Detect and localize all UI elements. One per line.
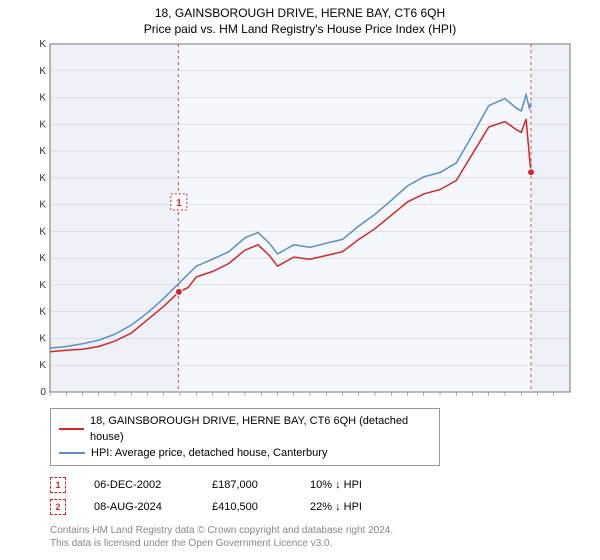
svg-text:£500K: £500K: [40, 119, 46, 130]
chart-area: £0 £50K £100K £150K £200K £250K £300K £350K £400…: [40, 40, 600, 400]
legend-row-property: 18, GAINSBOROUGH DRIVE, HERNE BAY, CT6 6…: [59, 413, 431, 445]
footer-line2: This data is licensed under the Open Gov…: [50, 537, 600, 550]
sale-diff-2: 22% ↓ HPI: [310, 501, 390, 513]
svg-text:£50K: £50K: [40, 360, 46, 371]
svg-text:£0: £0: [40, 387, 46, 398]
sale-diff-1: 10% ↓ HPI: [310, 479, 390, 491]
legend: 18, GAINSBOROUGH DRIVE, HERNE BAY, CT6 6…: [50, 408, 440, 466]
svg-text:£100K: £100K: [40, 333, 46, 344]
svg-text:£350K: £350K: [40, 200, 46, 211]
chart-container: 18, GAINSBOROUGH DRIVE, HERNE BAY, CT6 6…: [0, 0, 600, 560]
svg-text:£650K: £650K: [40, 40, 46, 50]
legend-label-hpi: HPI: Average price, detached house, Cant…: [91, 445, 327, 461]
svg-text:£250K: £250K: [40, 253, 46, 264]
sale-price-2: £410,500: [212, 501, 282, 513]
svg-text:1: 1: [176, 198, 182, 209]
svg-text:£200K: £200K: [40, 280, 46, 291]
svg-text:£400K: £400K: [40, 173, 46, 184]
svg-text:£550K: £550K: [40, 93, 46, 104]
sale-marker-2: 2: [50, 499, 66, 515]
title: 18, GAINSBOROUGH DRIVE, HERNE BAY, CT6 6…: [0, 0, 600, 20]
sale-date-2: 08-AUG-2024: [94, 501, 184, 513]
legend-row-hpi: HPI: Average price, detached house, Cant…: [59, 445, 431, 461]
svg-text:£150K: £150K: [40, 307, 46, 318]
footer-line1: Contains HM Land Registry data © Crown c…: [50, 524, 600, 537]
svg-text:£300K: £300K: [40, 226, 46, 237]
sales-table: 1 06-DEC-2002 £187,000 10% ↓ HPI 2 08-AU…: [50, 474, 600, 518]
svg-text:£450K: £450K: [40, 146, 46, 157]
chart-svg: £0 £50K £100K £150K £200K £250K £300K £350K £400…: [40, 40, 600, 400]
footer: Contains HM Land Registry data © Crown c…: [50, 524, 600, 550]
legend-swatch-hpi: [59, 452, 85, 454]
sale-marker-1: 1: [50, 477, 66, 493]
sale-date-1: 06-DEC-2002: [94, 479, 184, 491]
legend-label-property: 18, GAINSBOROUGH DRIVE, HERNE BAY, CT6 6…: [90, 413, 431, 445]
subtitle: Price paid vs. HM Land Registry's House …: [0, 20, 600, 40]
sale-row-2: 2 08-AUG-2024 £410,500 22% ↓ HPI: [50, 496, 600, 518]
sale-price-1: £187,000: [212, 479, 282, 491]
legend-swatch-property: [59, 428, 84, 430]
sale-row-1: 1 06-DEC-2002 £187,000 10% ↓ HPI: [50, 474, 600, 496]
svg-text:£600K: £600K: [40, 66, 46, 77]
